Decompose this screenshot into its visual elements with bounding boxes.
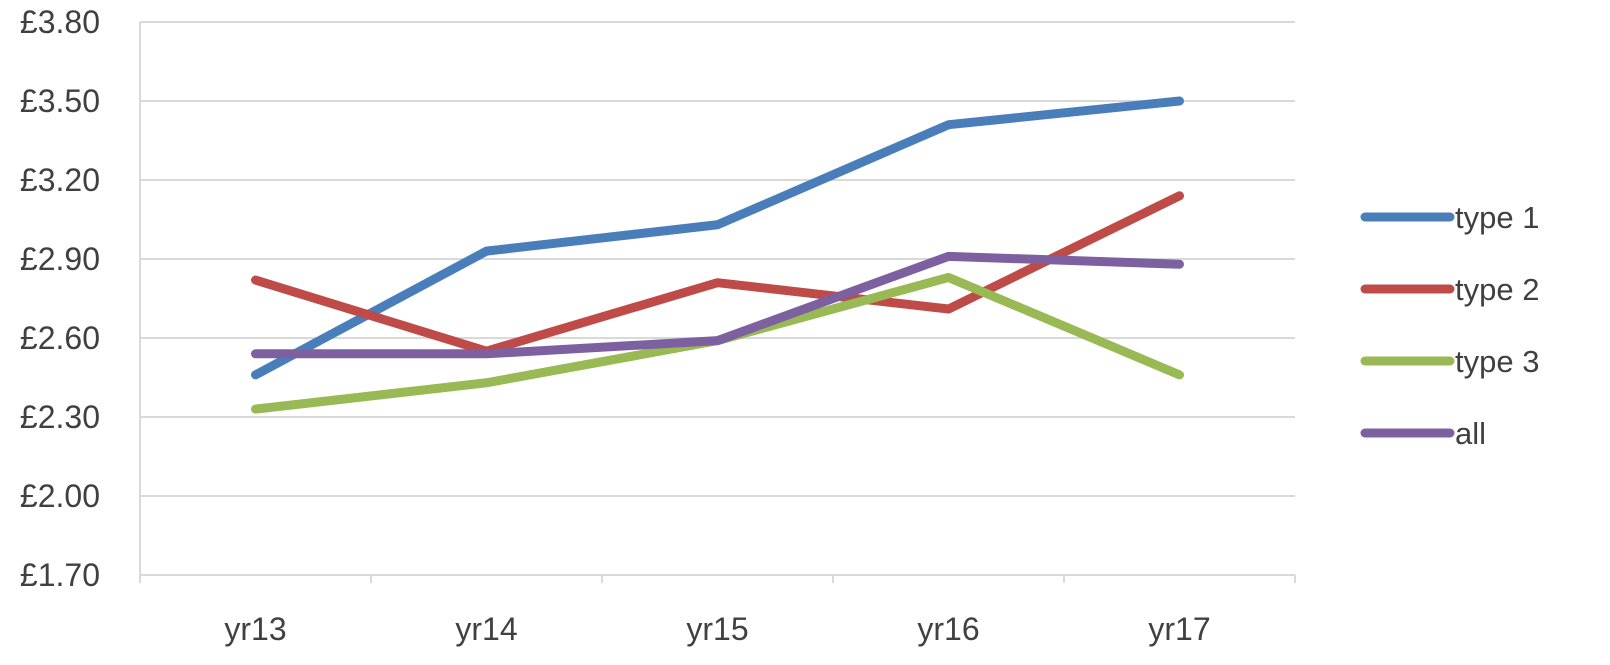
y-tick-label: £2.90 [20, 241, 100, 277]
x-tick-label: yr14 [455, 611, 517, 647]
x-tick-label: yr16 [917, 611, 979, 647]
x-axis-tick-labels: yr13 yr14 yr15 yr16 yr17 [224, 611, 1210, 647]
series-line-all [251, 251, 1184, 359]
series-lines [251, 96, 1184, 414]
legend-label: all [1455, 416, 1486, 451]
y-tick-label: £2.00 [20, 478, 100, 514]
x-tick-label: yr13 [224, 611, 286, 647]
y-tick-label: £3.50 [20, 83, 100, 119]
y-tick-label: £3.20 [20, 162, 100, 198]
series-line-type-1 [251, 96, 1184, 380]
x-tick-label: yr17 [1148, 611, 1210, 647]
y-tick-label: £1.70 [20, 557, 100, 593]
series-line-type-2 [251, 191, 1184, 356]
y-tick-label: £2.30 [20, 399, 100, 435]
axes [139, 22, 1296, 583]
y-tick-label: £3.80 [20, 4, 100, 40]
legend-label: type 1 [1455, 200, 1539, 235]
y-axis-tick-labels: £1.70 £2.00 £2.30 £2.60 £2.90 £3.20 £3.50 £3.80 [20, 4, 100, 593]
legend-label: type 3 [1455, 344, 1539, 379]
x-tick-label: yr15 [686, 611, 748, 647]
y-tick-label: £2.60 [20, 320, 100, 356]
legend-label: type 2 [1455, 272, 1539, 307]
legend: type 1 type 2 type 3 all [1360, 200, 1539, 451]
